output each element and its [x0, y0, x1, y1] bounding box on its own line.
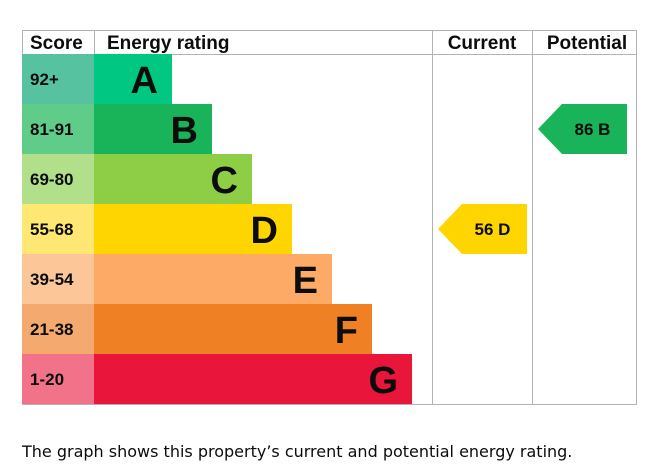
band-bar-g	[94, 354, 412, 404]
band-bar-a	[94, 54, 172, 104]
current-rating-flag	[438, 204, 527, 254]
score-label-f: 21-38	[30, 320, 73, 339]
band-letter-d: D	[251, 210, 278, 252]
potential-rating-flag	[538, 104, 627, 154]
band-bar-e	[94, 254, 332, 304]
band-letter-f: F	[335, 310, 358, 352]
score-label-a: 92+	[30, 70, 59, 89]
band-letter-c: C	[211, 160, 238, 202]
score-label-c: 69-80	[30, 170, 73, 189]
score-cell-a	[22, 54, 94, 104]
band-letter-b: B	[171, 110, 198, 152]
score-cell-e	[22, 254, 94, 304]
rating-flags: 56 D 86 B	[438, 104, 627, 254]
score-label-b: 81-91	[30, 120, 73, 139]
score-cell-g	[22, 354, 94, 404]
current-header: Current	[448, 33, 517, 54]
potential-rating-flag-label: 86 B	[575, 120, 611, 139]
band-bar-f	[94, 304, 372, 354]
chart-caption: The graph shows this property’s current …	[22, 442, 573, 461]
score-cell-f	[22, 304, 94, 354]
band-bar-b	[94, 104, 212, 154]
band-bar-d	[94, 204, 292, 254]
band-letter-e: E	[293, 260, 318, 302]
potential-header: Potential	[547, 33, 627, 54]
score-label-d: 55-68	[30, 220, 73, 239]
rating-bands: 92+ A 81-91 B 69-80 C 55-68 D 39-54 E 21-38 F 1-20 G	[22, 54, 412, 404]
score-header: Score	[30, 33, 83, 54]
score-cell-c	[22, 154, 94, 204]
score-label-e: 39-54	[30, 270, 74, 289]
band-bar-c	[94, 154, 252, 204]
energy-rating-header: Energy rating	[107, 33, 229, 54]
band-letter-g: G	[368, 360, 398, 402]
score-cell-d	[22, 204, 94, 254]
score-label-g: 1-20	[30, 370, 64, 389]
energy-rating-chart: Score Energy rating Current Potential 92…	[22, 30, 637, 405]
score-cell-b	[22, 104, 94, 154]
band-letter-a: A	[131, 60, 158, 102]
current-rating-flag-label: 56 D	[475, 220, 511, 239]
